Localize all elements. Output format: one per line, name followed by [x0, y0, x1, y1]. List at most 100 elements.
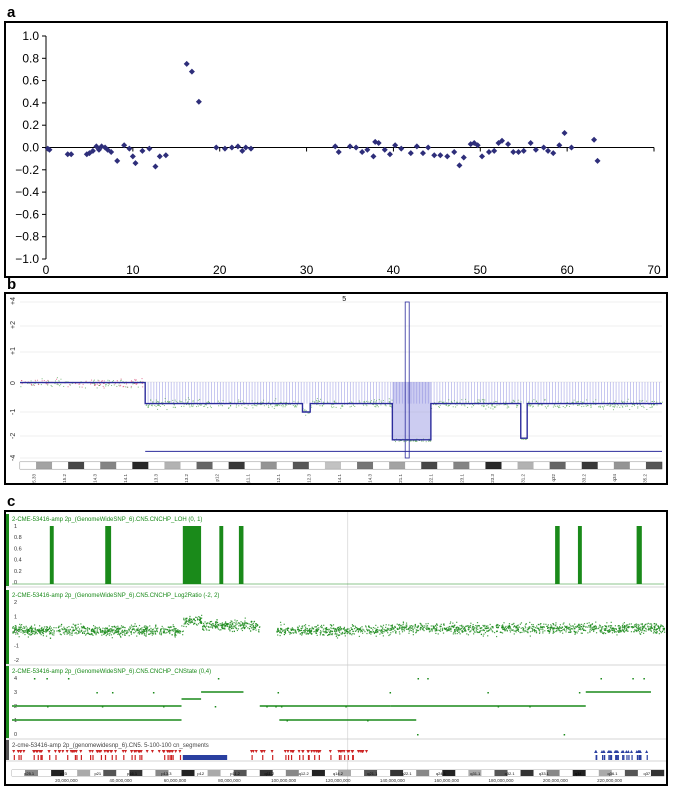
probe-point	[279, 404, 281, 406]
log2-point	[408, 627, 411, 629]
log2-point	[439, 626, 441, 628]
segment-triangle	[18, 750, 22, 753]
probe-point	[80, 381, 82, 383]
log2-point	[467, 625, 469, 627]
probe-point	[58, 380, 60, 382]
log2-point	[251, 624, 253, 626]
log2-point	[181, 625, 183, 627]
log2-point	[24, 629, 26, 632]
segment-bar	[131, 755, 133, 760]
probe-point	[375, 400, 377, 402]
log2-point	[215, 622, 217, 624]
log2-point	[335, 629, 337, 631]
probe-point	[304, 410, 306, 412]
log2-point	[163, 629, 165, 631]
log2-point	[104, 627, 106, 630]
log2-point	[145, 625, 147, 627]
log2-point	[574, 626, 577, 628]
log2-point	[217, 627, 219, 629]
probe-point	[642, 405, 644, 407]
probe-point	[553, 405, 555, 407]
log2-point	[568, 623, 571, 625]
log2-point	[36, 629, 39, 631]
ideogram-band	[546, 770, 560, 776]
log2-point	[472, 626, 474, 628]
loh-region	[238, 526, 244, 584]
log2-point	[381, 629, 383, 631]
y-tick-label: +2	[10, 321, 17, 329]
log2-point	[40, 633, 42, 636]
probe-point	[244, 407, 246, 409]
probe-point	[409, 440, 411, 442]
scatter-chart: 1.00.80.60.40.20.0−0.2−0.4−0.6−0.8−1.00 1…	[15, 29, 661, 277]
log2-point	[315, 632, 317, 634]
log2-point	[297, 627, 299, 629]
ideogram-band	[501, 462, 518, 469]
log2-point	[611, 629, 613, 631]
log2-point	[67, 632, 70, 634]
log2-point	[143, 626, 145, 628]
probe-point	[123, 385, 125, 387]
log2-point	[174, 633, 177, 635]
cytoband-label: q31.2	[520, 474, 525, 483]
log2-point	[324, 631, 326, 633]
log2-point	[28, 633, 30, 635]
log2-point	[423, 629, 425, 632]
data-point	[132, 160, 139, 167]
log2-point	[128, 629, 130, 631]
probe-point	[653, 400, 655, 402]
segment-triangle	[109, 750, 113, 753]
log2-point	[449, 622, 451, 625]
log2-point	[203, 624, 205, 626]
log2-point	[242, 624, 244, 626]
probe-point	[566, 404, 568, 406]
log2-point	[298, 625, 300, 627]
log2-point	[113, 632, 115, 634]
probe-point	[185, 399, 187, 401]
probe-point	[373, 401, 375, 403]
log2-point	[634, 629, 636, 631]
log2-point	[72, 623, 74, 625]
log2-point	[383, 631, 385, 633]
log2-point	[167, 626, 169, 628]
y-tick-label: +1	[10, 347, 17, 355]
log2-point	[109, 632, 111, 635]
log2-point	[253, 626, 255, 629]
log2-point	[555, 624, 557, 626]
log2-point	[617, 630, 619, 632]
probe-point	[43, 380, 45, 382]
log2-point	[435, 632, 437, 635]
segment-triangle	[297, 750, 301, 753]
log2-point	[110, 630, 112, 632]
probe-point	[484, 399, 486, 401]
log2-point	[306, 629, 308, 632]
cytoband-label: q31.1	[470, 771, 481, 776]
data-point	[540, 144, 547, 151]
cn-state-point	[101, 706, 104, 708]
probe-point	[547, 404, 549, 406]
log2-point	[376, 628, 378, 630]
ideogram-band	[207, 770, 221, 776]
track-tick-label: -2	[14, 658, 19, 664]
probe-point	[385, 405, 387, 407]
probe-point	[405, 440, 407, 442]
log2-point	[456, 626, 459, 628]
log2-point	[344, 635, 346, 637]
log2-point	[97, 627, 99, 629]
probe-point	[517, 401, 519, 403]
log2-point	[195, 623, 198, 625]
log2-point	[205, 625, 208, 627]
probe-point	[363, 404, 365, 406]
log2-point	[354, 625, 356, 627]
log2-point	[283, 631, 286, 634]
log2-point	[499, 631, 501, 633]
log2-point	[117, 633, 119, 635]
data-point	[444, 153, 451, 160]
ideogram-band	[613, 462, 630, 469]
log2-point	[527, 631, 529, 633]
segment-triangle	[145, 750, 149, 753]
log2-point	[553, 624, 555, 626]
ideogram-band	[220, 770, 234, 776]
log2-point	[447, 629, 449, 631]
log2-point	[105, 634, 107, 637]
